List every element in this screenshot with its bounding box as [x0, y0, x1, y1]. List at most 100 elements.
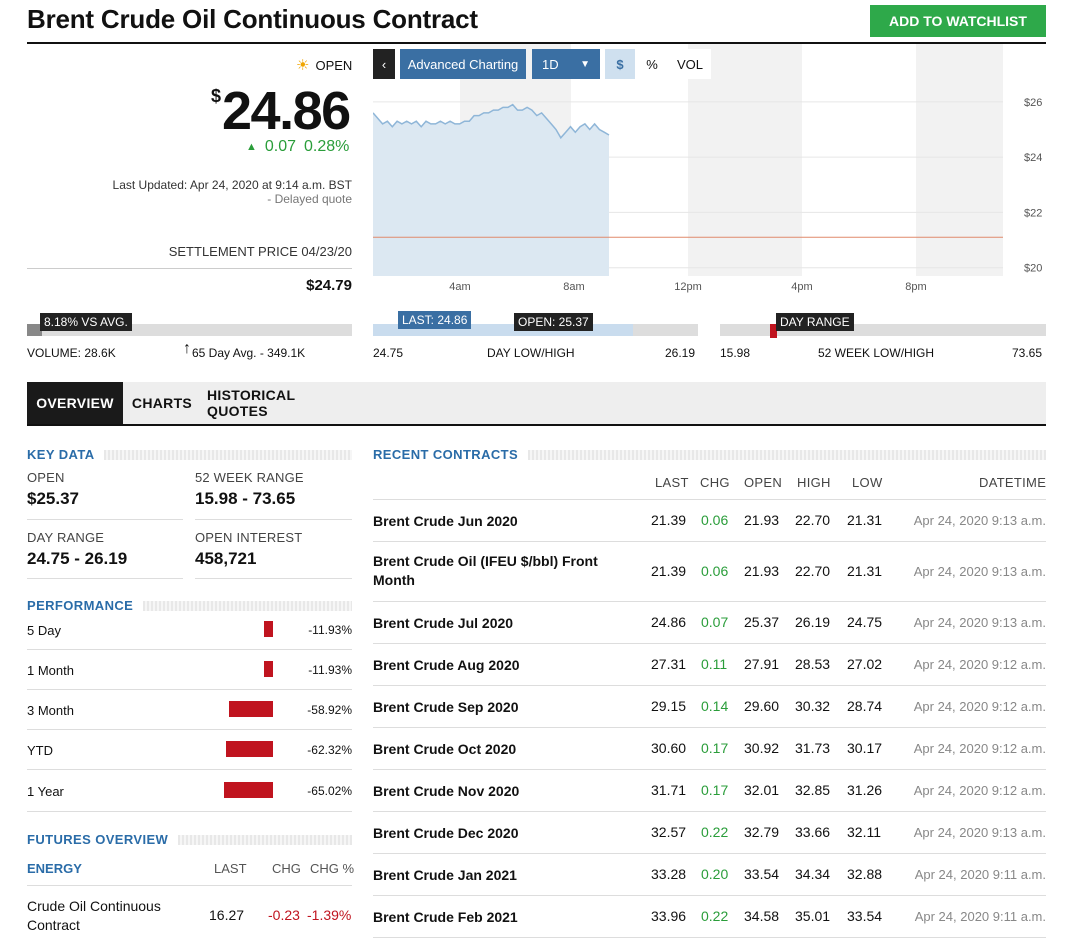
performance-row: 1 Month -11.93%	[27, 651, 352, 691]
contract-datetime: Apr 24, 2020 9:12 a.m.	[913, 657, 1046, 672]
section-stripe	[178, 834, 352, 845]
performance-bar	[226, 741, 273, 757]
contract-open: 34.58	[744, 908, 780, 924]
contract-chg: 0.22	[701, 824, 729, 840]
col-low-header: LOW	[852, 475, 883, 490]
page-title: Brent Crude Oil Continuous Contract	[27, 4, 478, 34]
contract-datetime: Apr 24, 2020 9:12 a.m.	[913, 699, 1046, 714]
advanced-charting-button[interactable]: Advanced Charting	[400, 49, 526, 79]
table-row[interactable]: Brent Crude Feb 2021 33.96 0.22 34.58 35.01 3…	[373, 896, 1046, 938]
section-stripe	[528, 449, 1046, 460]
add-to-watchlist-button[interactable]: ADD TO WATCHLIST	[870, 5, 1046, 37]
contract-last: 33.28	[651, 866, 687, 882]
divider	[195, 519, 352, 520]
futures-group-header: ENERGY	[27, 861, 82, 876]
tab-historical-quotes[interactable]: HISTORICAL QUOTES	[207, 387, 296, 419]
contract-high: 34.34	[795, 866, 831, 882]
contract-last: 21.39	[651, 563, 687, 579]
contract-name-link[interactable]: Brent Crude Oct 2020	[373, 741, 517, 757]
contract-chg: 0.22	[701, 908, 729, 924]
contract-name-link[interactable]: Brent Crude Oil (IFEU $/bbl) Front Month	[373, 553, 598, 588]
table-row[interactable]: Brent Crude Dec 2020 32.57 0.22 32.79 33.66 3…	[373, 812, 1046, 854]
table-row[interactable]: Brent Crude Sep 2020 29.15 0.14 29.60 30.32 2…	[373, 686, 1046, 728]
contract-datetime: Apr 24, 2020 9:13 a.m.	[913, 825, 1046, 840]
contract-chg: 0.14	[701, 698, 729, 714]
day-range-title: DAY LOW/HIGH	[487, 346, 575, 360]
y-tick-label: $26	[1024, 97, 1042, 109]
futures-last-header: LAST	[214, 861, 247, 876]
week52-low: 15.98	[720, 346, 751, 360]
percent-toggle[interactable]: %	[639, 49, 665, 79]
arrow-up-icon: ↑	[183, 340, 191, 357]
contract-name-link[interactable]: Brent Crude Dec 2020	[373, 825, 519, 841]
contract-name-link[interactable]: Brent Crude Jul 2020	[373, 615, 514, 631]
contract-low: 32.11	[847, 824, 881, 840]
contract-chg: 0.07	[701, 614, 729, 630]
range52-value: 15.98 - 73.65	[195, 489, 296, 508]
intraday-chart[interactable]: $26 $24 $22 $20 4am 8am 12pm 4pm 8pm ‹ Advanced …	[372, 44, 1046, 298]
week52-title: 52 WEEK LOW/HIGH	[818, 346, 935, 360]
contract-low: 31.26	[847, 782, 883, 798]
table-row[interactable]: Brent Crude Aug 2020 27.31 0.11 27.91 28.53 2…	[373, 644, 1046, 686]
futures-contract-link[interactable]: Crude Oil Continuous Contract	[27, 898, 161, 933]
contract-chg: 0.11	[701, 656, 728, 672]
contract-low: 33.54	[847, 908, 883, 924]
contract-name-link[interactable]: Brent Crude Feb 2021	[373, 909, 518, 925]
contract-name-link[interactable]: Brent Crude Jan 2021	[373, 867, 517, 883]
market-status-label: OPEN	[315, 57, 353, 73]
x-tick-label: 4am	[449, 281, 470, 293]
performance-bar	[228, 701, 273, 717]
tab-charts[interactable]: CHARTS	[131, 395, 193, 411]
performance-value: -58.92%	[307, 703, 352, 717]
contract-chg: 0.06	[701, 512, 729, 528]
contract-last: 32.57	[651, 824, 687, 840]
x-tick-label: 8am	[563, 281, 584, 293]
divider	[27, 649, 352, 650]
contract-low: 28.74	[847, 698, 883, 714]
week52-high: 73.65	[1012, 346, 1043, 360]
performance-value: -65.02%	[307, 784, 352, 798]
table-row[interactable]: Brent Crude Oil (IFEU $/bbl) Front Month…	[373, 542, 1046, 602]
contract-name-link[interactable]: Brent Crude Jun 2020	[373, 513, 518, 529]
table-row[interactable]: Brent Crude Jun 2020 21.39 0.06 21.93 22.70 2…	[373, 500, 1046, 542]
contract-open: 21.93	[744, 512, 780, 528]
contract-open: 30.92	[744, 740, 780, 756]
last-updated-text: Last Updated: Apr 24, 2020 at 9:14 a.m. …	[112, 178, 352, 192]
interval-select[interactable]: 1D ▼	[532, 49, 600, 79]
contract-name-link[interactable]: Brent Crude Nov 2020	[373, 783, 520, 799]
day-range-value: 24.75 - 26.19	[27, 549, 128, 568]
contract-chg: 0.20	[701, 866, 729, 882]
contract-low: 32.88	[847, 866, 883, 882]
volume-toggle[interactable]: VOL	[669, 49, 711, 79]
x-tick-label: 4pm	[791, 281, 812, 293]
contract-name-link[interactable]: Brent Crude Aug 2020	[373, 657, 520, 673]
contract-open: 21.93	[744, 563, 780, 579]
contract-high: 26.19	[795, 614, 831, 630]
tab-bar: OVERVIEW CHARTS HISTORICAL QUOTES	[27, 382, 1046, 426]
contract-name-link[interactable]: Brent Crude Sep 2020	[373, 699, 519, 715]
change-value: 0.07	[264, 138, 297, 155]
performance-value: -62.32%	[307, 743, 352, 757]
contract-last: 27.31	[651, 656, 687, 672]
table-row[interactable]: Brent Crude Oct 2020 30.60 0.17 30.92 31.73 3…	[373, 728, 1046, 770]
table-row[interactable]: Brent Crude Jul 2020 24.86 0.07 25.37 26.19 2…	[373, 602, 1046, 644]
chevron-left-icon[interactable]: ‹	[373, 49, 395, 79]
divider	[373, 499, 1046, 500]
dollar-toggle[interactable]: $	[605, 49, 635, 79]
contract-low: 27.02	[847, 656, 883, 672]
day-range-label: DAY RANGE	[776, 313, 854, 331]
performance-period: 1 Year	[27, 784, 64, 799]
contract-open: 29.60	[744, 698, 780, 714]
futures-overview-heading: FUTURES OVERVIEW	[27, 832, 352, 847]
contract-low: 24.75	[847, 614, 883, 630]
contract-datetime: Apr 24, 2020 9:12 a.m.	[913, 783, 1046, 798]
contract-open: 25.37	[744, 614, 780, 630]
price-change: ▲ 0.07 0.28%	[246, 138, 349, 156]
table-row[interactable]: Brent Crude Nov 2020 31.71 0.17 32.01 32.85 3…	[373, 770, 1046, 812]
volume-text: VOLUME: 28.6K	[27, 346, 116, 360]
tab-overview[interactable]: OVERVIEW	[27, 382, 123, 424]
open-interest-value: 458,721	[195, 549, 257, 568]
table-row[interactable]: Brent Crude Jan 2021 33.28 0.20 33.54 34.34 3…	[373, 854, 1046, 896]
header-divider	[27, 42, 1046, 44]
price-chart-svg[interactable]: $26 $24 $22 $20 4am 8am 12pm 4pm 8pm	[372, 44, 1046, 298]
